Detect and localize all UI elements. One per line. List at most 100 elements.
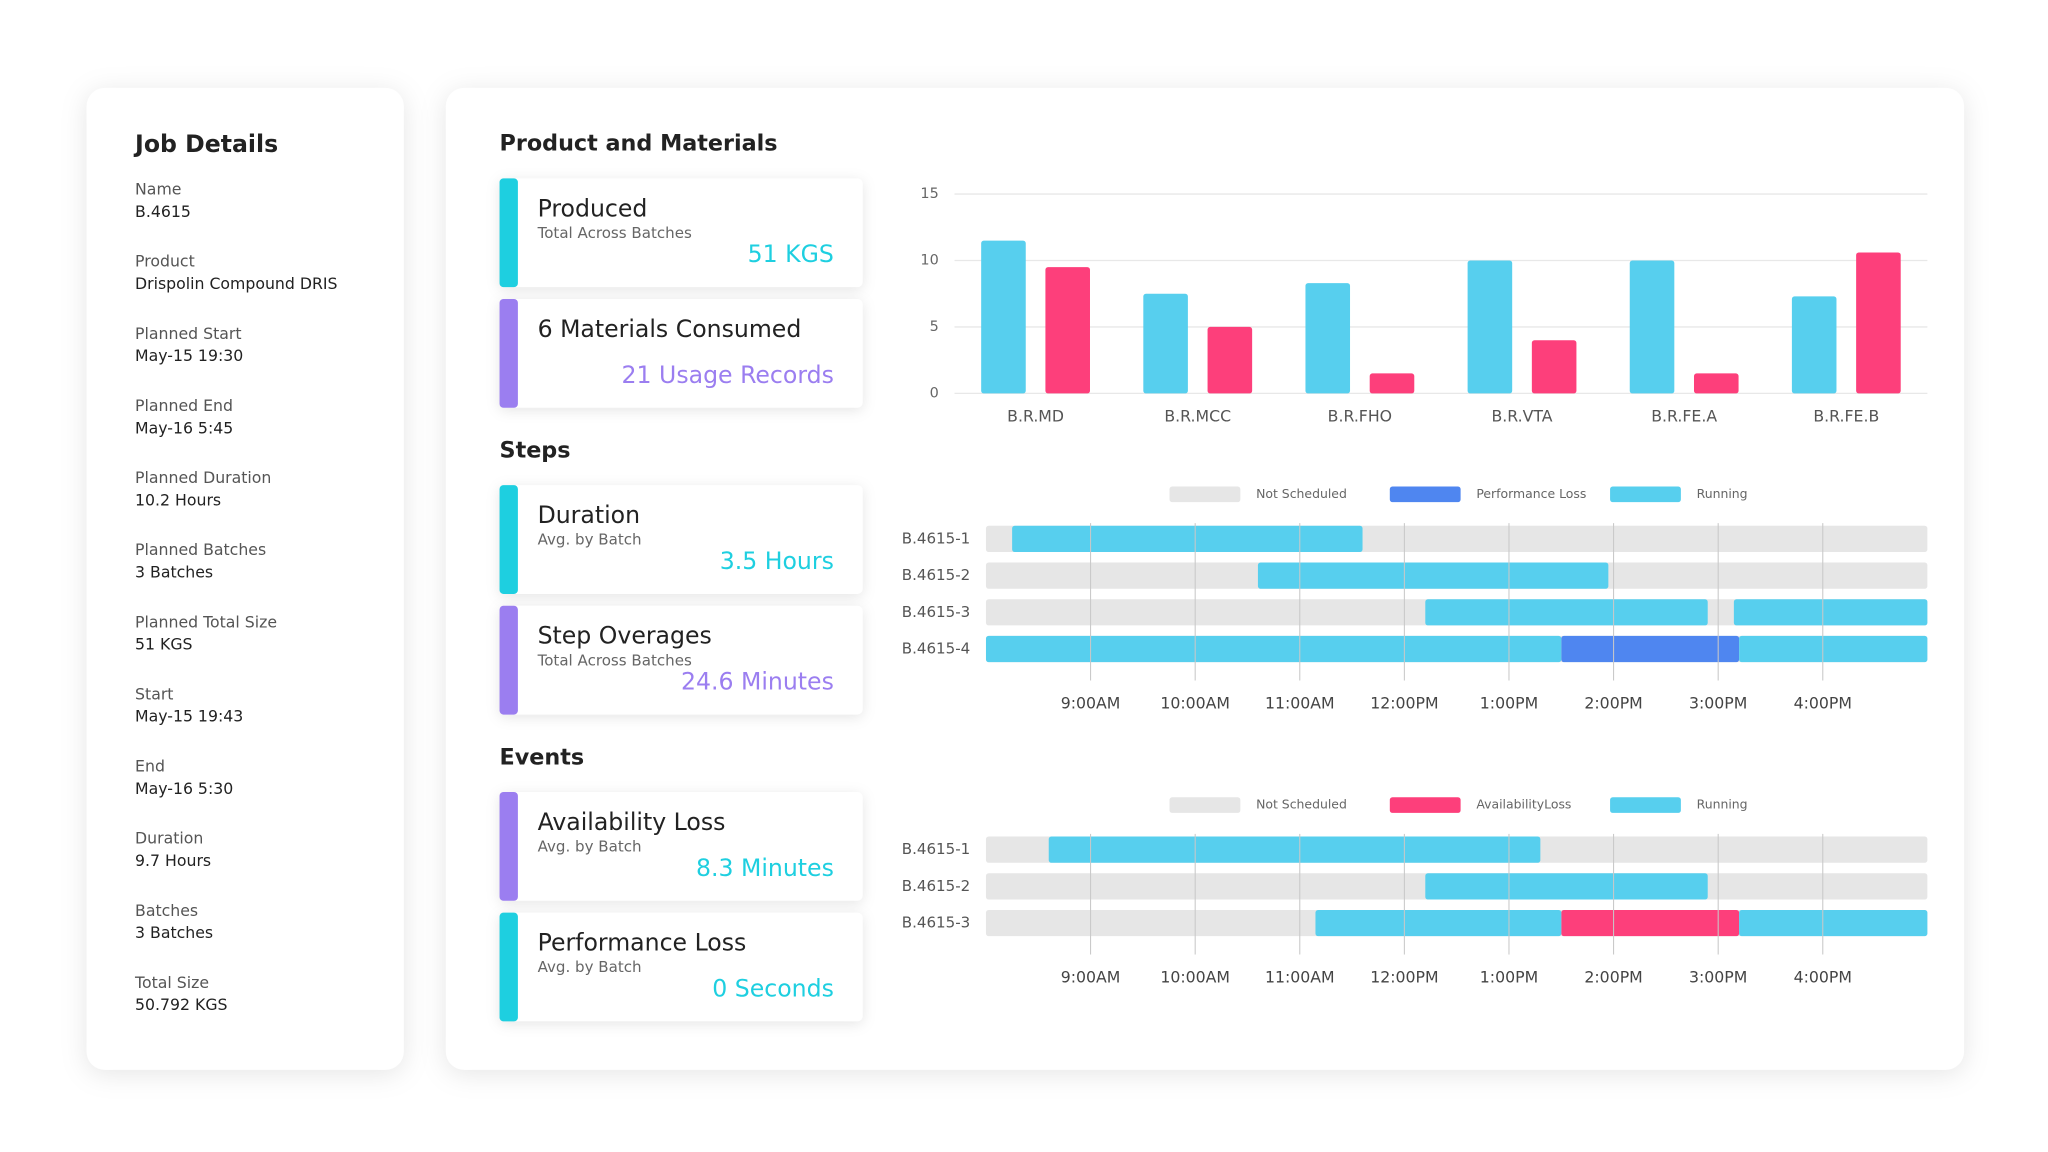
bar [1629, 260, 1675, 394]
bar [1045, 267, 1090, 394]
gantt-segment [1739, 635, 1928, 663]
bar [1467, 260, 1513, 394]
field-value: May-15 19:30 [135, 346, 243, 365]
row-label: B.4615-3 [902, 603, 970, 621]
x-tick-label: B.R.FE.B [1813, 406, 1879, 425]
field-value: 50.792 KGS [135, 995, 227, 1014]
card [499, 298, 863, 408]
x-tick-label: B.R.VTA [1491, 406, 1552, 425]
x-tick-label: 11:00AM [1265, 694, 1335, 713]
x-tick-label: 4:00PM [1794, 694, 1852, 713]
row-label: B.4615-1 [902, 529, 970, 547]
card-value: 24.6 Minutes [681, 668, 834, 696]
gantt-segment [1048, 836, 1541, 863]
card [499, 912, 863, 1022]
y-tick-label: 5 [930, 319, 939, 335]
section-title: Product and Materials [500, 131, 778, 157]
bar [1791, 296, 1837, 394]
x-tick-label: 1:00PM [1480, 694, 1538, 713]
card-value: 21 Usage Records [622, 361, 834, 389]
legend-label: AvailabilityLoss [1476, 797, 1571, 812]
x-tick-label: 2:00PM [1584, 968, 1642, 987]
field-label: Batches [135, 901, 198, 920]
card-accent [499, 912, 518, 1022]
bar [981, 240, 1026, 394]
field-label: Total Size [134, 973, 209, 992]
gantt-segment [1257, 562, 1609, 589]
y-tick-label: 15 [920, 186, 938, 202]
legend-label: Running [1697, 486, 1748, 501]
card-accent [499, 791, 518, 901]
card-title: Step Overages [538, 622, 712, 650]
x-tick-label: 1:00PM [1480, 968, 1538, 987]
job-details-panel [86, 87, 404, 1070]
row-label: B.4615-1 [902, 840, 970, 858]
card-subtitle: Avg. by Batch [538, 838, 642, 856]
field-value: 51 KGS [135, 635, 192, 654]
card-title: Performance Loss [538, 929, 747, 957]
x-tick-label: 9:00AM [1061, 694, 1121, 713]
gantt-segment [1733, 599, 1928, 626]
bar [1143, 293, 1188, 394]
field-value: May-15 19:43 [135, 707, 243, 726]
legend-label: Not Scheduled [1256, 797, 1347, 812]
card-subtitle: Total Across Batches [537, 224, 692, 242]
bar [1207, 326, 1253, 394]
card-accent [499, 605, 518, 715]
card [499, 605, 863, 715]
row-label: B.4615-2 [902, 877, 970, 895]
x-tick-label: 2:00PM [1584, 694, 1642, 713]
card-value: 0 Seconds [712, 974, 834, 1002]
gantt-segment [1561, 909, 1740, 937]
x-tick-label: 11:00AM [1265, 968, 1335, 987]
field-label: Start [135, 684, 173, 703]
legend-swatch [1610, 486, 1681, 503]
field-label: Planned Start [135, 324, 241, 343]
field-value: 9.7 Hours [135, 851, 211, 870]
field-label: Planned End [135, 396, 233, 415]
legend-swatch [1389, 486, 1461, 503]
field-value: 3 Batches [135, 562, 213, 581]
row-label: B.4615-3 [902, 914, 970, 932]
legend-swatch [1169, 486, 1241, 503]
field-label: Planned Batches [135, 540, 266, 559]
x-tick-label: B.R.FHO [1328, 406, 1392, 425]
field-label: Duration [135, 829, 203, 848]
x-tick-label: 9:00AM [1061, 968, 1121, 987]
field-label: Planned Total Size [135, 612, 277, 631]
gantt-segment [985, 635, 1562, 663]
card [499, 178, 863, 288]
field-value: May-16 5:45 [135, 418, 233, 437]
bar [1531, 340, 1577, 394]
card-title: Produced [538, 194, 648, 222]
x-tick-label: 12:00PM [1370, 694, 1438, 713]
field-value: Drispolin Compound DRIS [135, 274, 337, 293]
field-value: 3 Batches [135, 923, 213, 942]
legend-label: Running [1697, 797, 1748, 812]
gantt-segment [1012, 525, 1363, 553]
gantt-segment [1425, 873, 1708, 900]
card-value: 51 KGS [748, 240, 834, 268]
x-tick-label: 4:00PM [1794, 968, 1852, 987]
card [499, 485, 863, 594]
section-title: Steps [500, 438, 571, 464]
card-title: Duration [538, 501, 640, 529]
bar [1369, 373, 1415, 394]
x-tick-label: 12:00PM [1370, 968, 1438, 987]
x-tick-label: 3:00PM [1689, 968, 1747, 987]
card-value: 3.5 Hours [720, 547, 834, 575]
gantt-segment [1739, 909, 1928, 937]
field-value: 10.2 Hours [135, 490, 221, 509]
legend-label: Performance Loss [1476, 486, 1586, 501]
x-tick-label: 3:00PM [1689, 694, 1747, 713]
card [499, 791, 863, 901]
legend-swatch [1610, 797, 1681, 813]
field-value: May-16 5:30 [135, 779, 233, 798]
card-value: 8.3 Minutes [696, 854, 834, 882]
row-label: B.4615-2 [902, 566, 970, 584]
card-subtitle: Avg. by Batch [538, 958, 642, 976]
legend-label: Not Scheduled [1256, 486, 1347, 501]
card-accent [499, 485, 518, 594]
bar [1856, 252, 1901, 394]
